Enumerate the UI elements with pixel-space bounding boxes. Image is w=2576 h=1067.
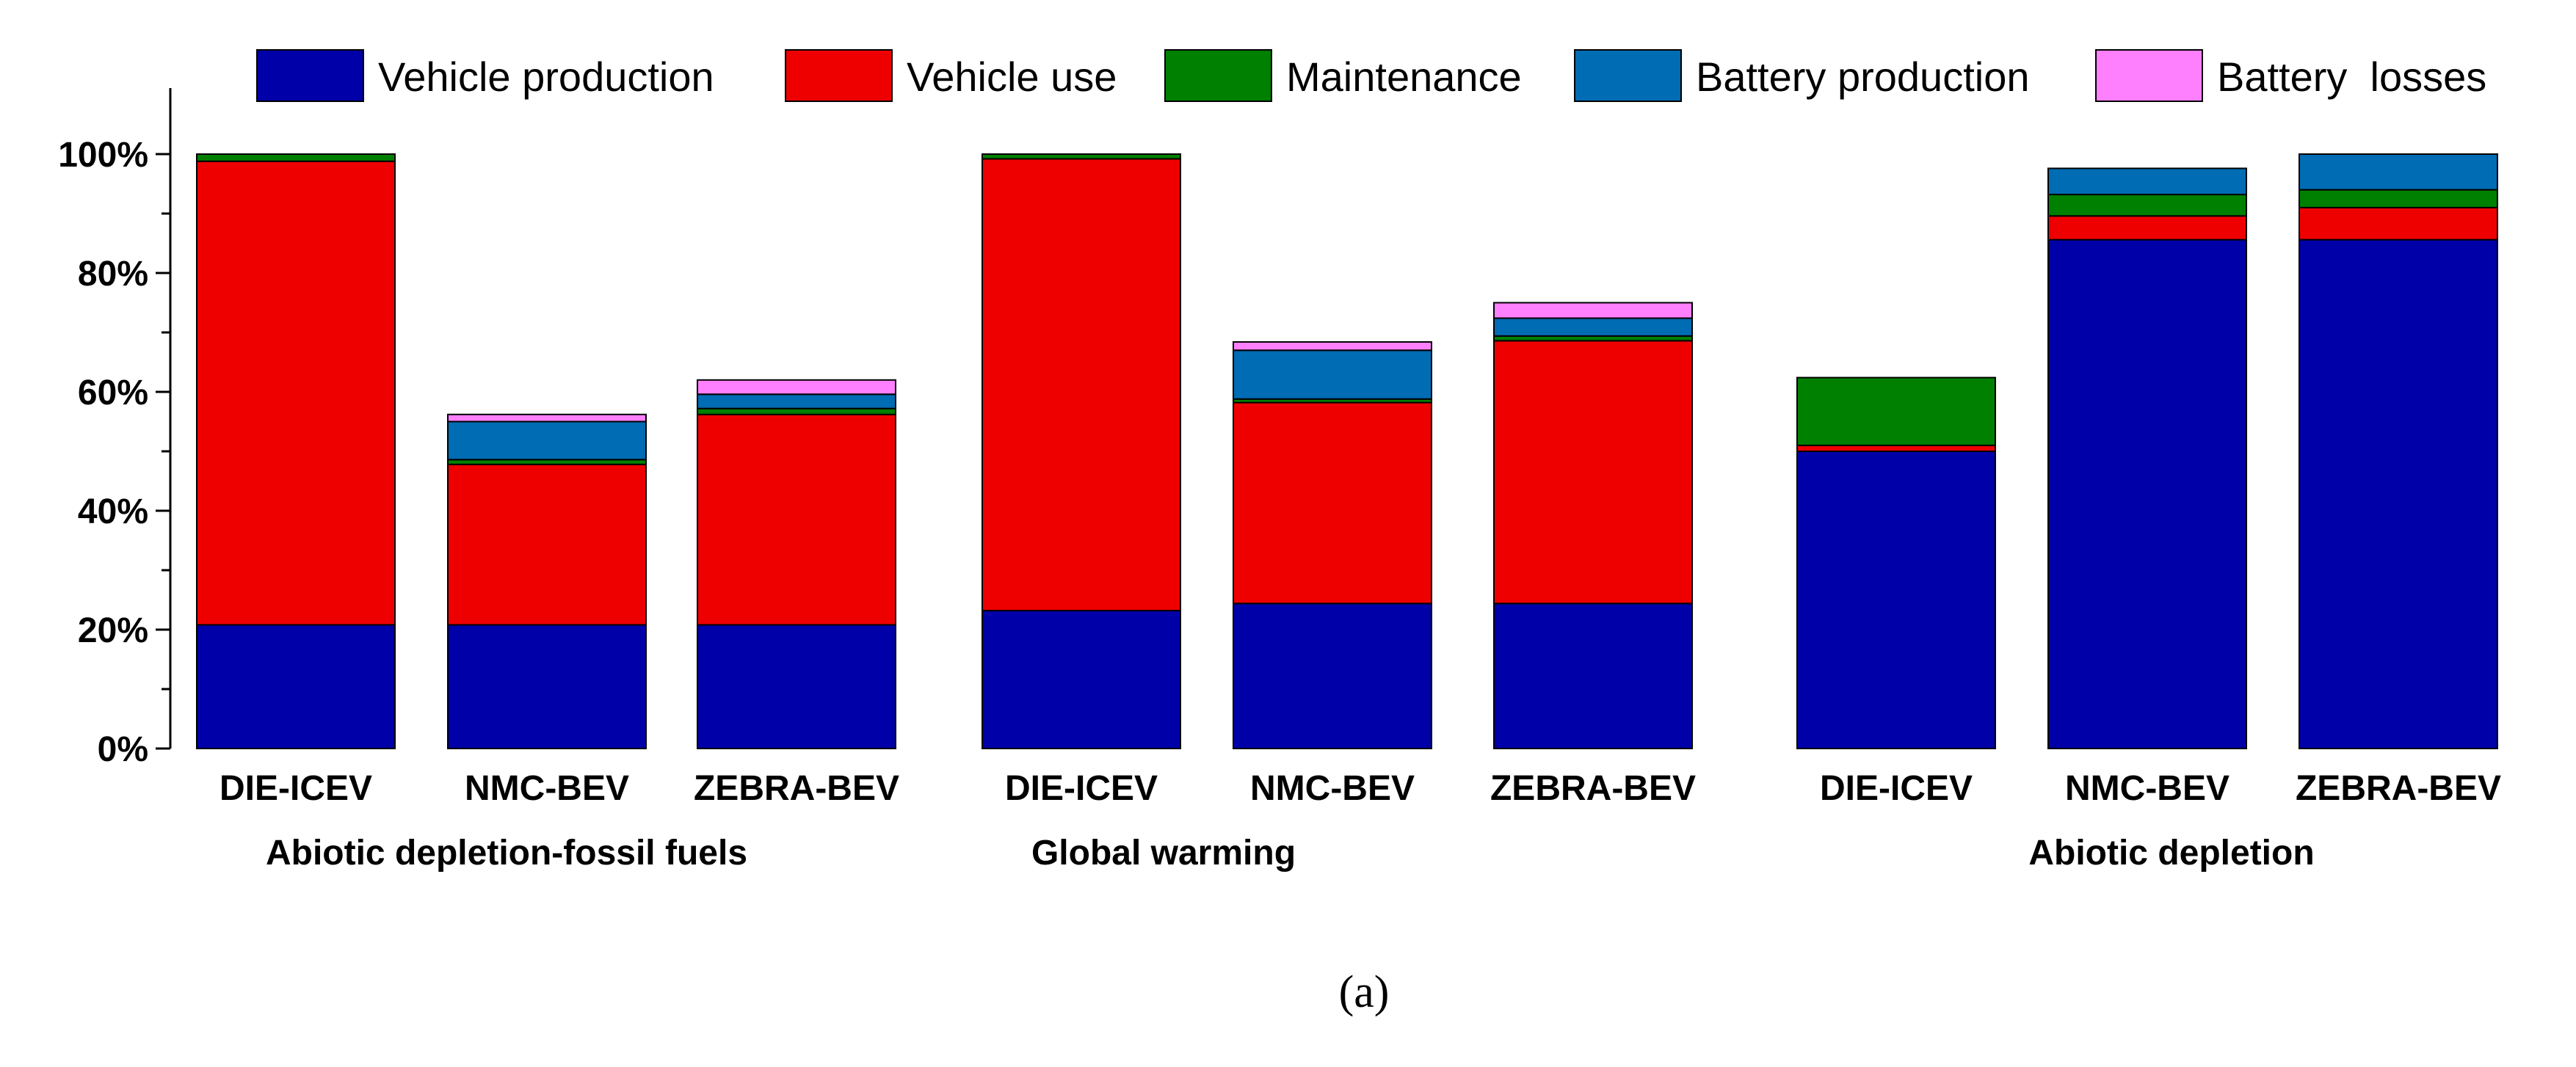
bar-segment-battery-production [447,420,647,461]
legend-label: Vehicle use [907,54,1117,100]
bar-segment-battery-losses [1493,302,1693,319]
bar-segment-battery-production [697,393,896,409]
legend-swatch [1164,49,1272,102]
category-label: DIE-ICEV [1820,769,1973,808]
bar-segment-vehicle-production [1796,451,1996,749]
bar-segment-battery-production [2299,153,2498,191]
legend-swatch [256,49,364,102]
bar-segment-vehicle-use [447,463,647,626]
bar-segment-battery-production [1233,349,1432,400]
bar-segment-vehicle-production [447,624,647,750]
category-label: ZEBRA-BEV [2296,769,2501,808]
legend-label: Maintenance [1286,54,1522,100]
legend-label: Battery production [1696,54,2029,100]
legend: Vehicle production Vehicle use Maintenance… [256,49,2486,102]
bar-segment-vehicle-production [1493,602,1693,749]
bar-segment-maintenance [697,407,896,415]
legend-label: Vehicle production [378,54,714,100]
y-tick-label: 40% [78,492,148,531]
bar-segment-vehicle-production [2299,238,2498,749]
bar-segment-vehicle-production [982,610,1181,750]
y-axis: 0% 20% 40% 60% 80% 100% [58,88,172,769]
group-label: Global warming [1031,834,1296,873]
bar-segment-maintenance [196,153,396,162]
y-tick-label: 80% [78,255,148,294]
category-label: NMC-BEV [1250,769,1415,808]
bar-segment-maintenance [1796,376,1996,446]
category-label: DIE-ICEV [1005,769,1158,808]
legend-swatch [785,49,893,102]
category-label: ZEBRA-BEV [694,769,899,808]
y-tick-label: 100% [58,136,148,175]
y-tick-label: 60% [78,374,148,412]
bar-segment-maintenance [2047,194,2247,217]
bar-segment-vehicle-production [196,624,396,750]
bar-segment-vehicle-use [1796,444,1996,453]
bar-segment-maintenance [982,153,1181,160]
bar-segment-maintenance [2299,189,2498,208]
bar-segment-vehicle-production [697,624,896,750]
y-tick-label: 20% [78,611,148,650]
figure-caption: (a) [1339,967,1390,1017]
category-label: DIE-ICEV [219,769,372,808]
bar-segment-battery-production [2047,167,2247,196]
legend-swatch [1574,49,1682,102]
bar-segment-battery-production [1493,317,1693,337]
bar-segment-vehicle-use [1493,340,1693,605]
bars-layer [196,153,2498,750]
bar-segment-battery-losses [447,413,647,423]
category-label: ZEBRA-BEV [1490,769,1696,808]
bar-segment-vehicle-use [2047,215,2247,241]
bar-segment-vehicle-use [1233,401,1432,605]
category-label: NMC-BEV [2065,769,2229,808]
group-label: Abiotic depletion-fossil fuels [266,834,747,873]
bar-segment-vehicle-production [1233,602,1432,749]
bar-segment-vehicle-use [982,158,1181,612]
legend-label: Battery losses [2217,54,2486,100]
bar-segment-vehicle-use [2299,206,2498,241]
group-label: Abiotic depletion [2028,834,2314,873]
bar-segment-battery-losses [697,379,896,396]
category-labels: DIE-ICEV NMC-BEV ZEBRA-BEV Abiotic depletio… [219,769,2501,873]
category-label: NMC-BEV [465,769,629,808]
bar-segment-vehicle-production [2047,238,2247,749]
y-tick-label: 0% [98,730,148,769]
bar-segment-battery-losses [1233,341,1432,352]
legend-swatch [2095,49,2203,102]
bar-segment-vehicle-use [697,413,896,626]
bar-segment-vehicle-use [196,160,396,626]
